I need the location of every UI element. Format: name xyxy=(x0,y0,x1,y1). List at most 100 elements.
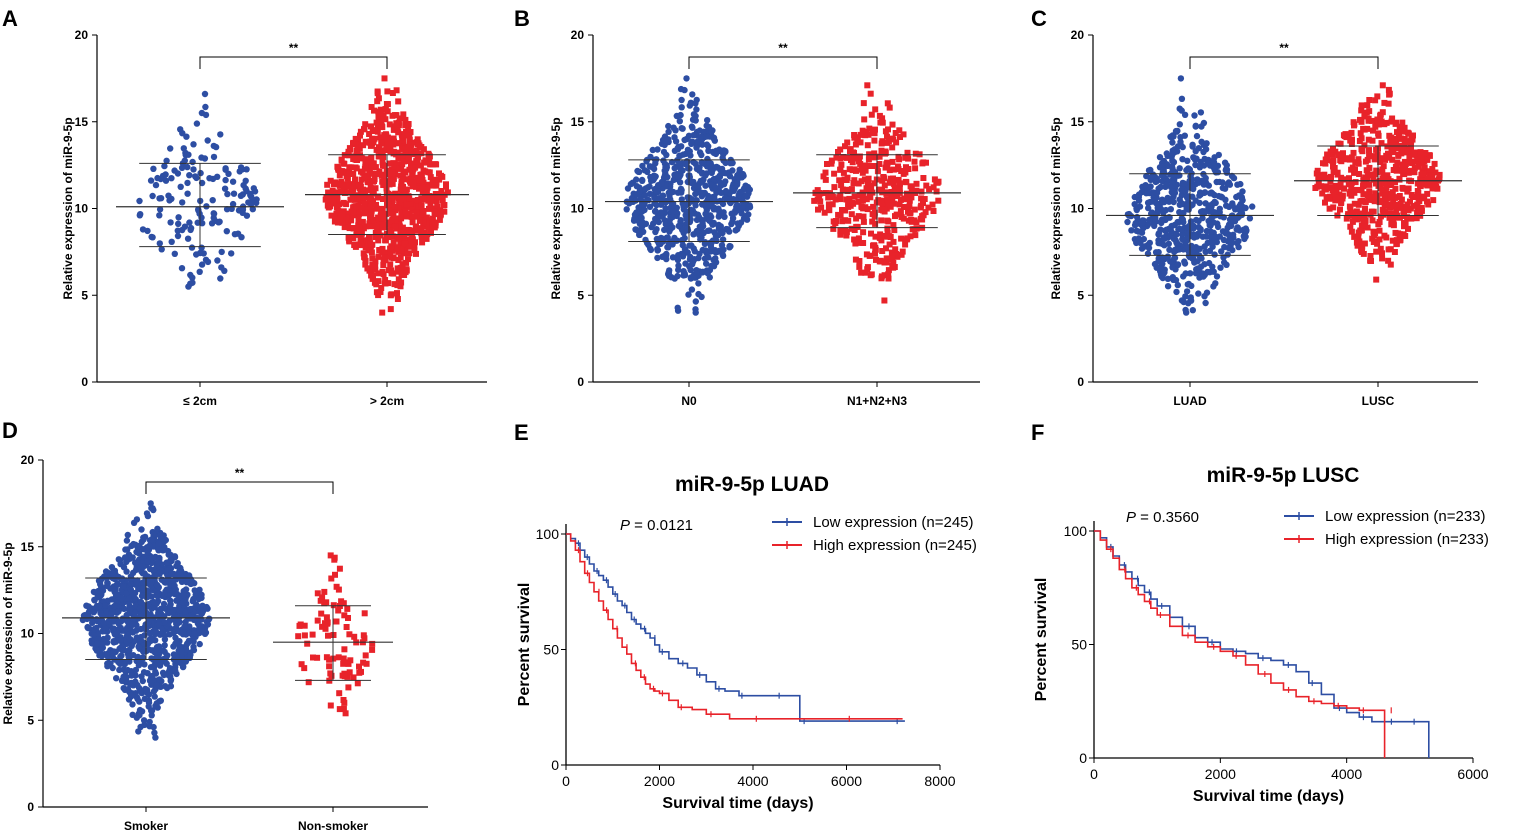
data-point xyxy=(865,156,872,163)
data-point xyxy=(1371,153,1378,160)
data-point xyxy=(828,192,835,199)
data-point xyxy=(908,194,915,201)
data-point xyxy=(1357,210,1363,217)
data-point xyxy=(1167,225,1174,232)
data-point xyxy=(669,213,676,220)
data-point xyxy=(131,609,139,617)
data-point xyxy=(214,257,221,264)
data-point xyxy=(399,224,406,231)
data-point xyxy=(341,646,348,653)
data-point xyxy=(336,182,343,189)
data-point xyxy=(1358,222,1365,229)
data-point xyxy=(143,640,150,647)
data-point xyxy=(857,160,864,167)
significance-bracket xyxy=(145,481,334,494)
y-axis-title: Relative expression of miR-9-5p xyxy=(1049,117,1063,299)
data-point xyxy=(108,564,116,571)
data-point xyxy=(163,157,170,164)
data-point xyxy=(109,625,117,632)
data-point xyxy=(314,617,321,624)
data-point xyxy=(125,653,132,661)
data-point xyxy=(844,154,850,161)
data-point xyxy=(129,629,136,636)
data-point xyxy=(707,203,714,210)
data-point xyxy=(368,154,375,161)
data-point xyxy=(192,173,199,180)
data-point xyxy=(1378,155,1385,162)
data-point xyxy=(1366,150,1373,157)
data-point xyxy=(155,540,162,547)
data-point xyxy=(1182,306,1189,314)
data-point xyxy=(360,142,367,149)
data-point xyxy=(679,125,686,132)
survival-curve-low xyxy=(566,533,905,722)
data-point xyxy=(918,195,925,202)
y-tick-label: 20 xyxy=(571,28,585,42)
data-point xyxy=(154,525,161,532)
data-point xyxy=(711,137,718,144)
data-point xyxy=(301,665,308,672)
data-point xyxy=(389,90,396,96)
data-point xyxy=(359,169,366,176)
data-point xyxy=(350,674,357,681)
data-point xyxy=(698,151,705,159)
data-point xyxy=(719,250,726,258)
data-point xyxy=(372,234,379,241)
data-point xyxy=(1366,147,1372,154)
data-point xyxy=(140,534,147,541)
data-point xyxy=(402,122,409,129)
data-point xyxy=(167,683,175,690)
data-point xyxy=(375,115,382,122)
data-point xyxy=(1324,151,1331,158)
data-point xyxy=(387,160,394,167)
data-point xyxy=(162,171,169,178)
data-point xyxy=(696,127,703,134)
data-point xyxy=(1338,158,1345,165)
data-point xyxy=(679,242,686,249)
data-point xyxy=(820,173,827,180)
data-point xyxy=(410,180,417,186)
data-point xyxy=(893,251,899,257)
data-point xyxy=(1379,255,1386,262)
data-point xyxy=(156,662,164,669)
data-point xyxy=(882,164,889,171)
data-point xyxy=(346,145,353,152)
data-point xyxy=(857,139,864,146)
data-point xyxy=(393,193,400,200)
data-point xyxy=(340,199,347,206)
data-point xyxy=(443,183,449,190)
data-point xyxy=(1411,149,1418,156)
legend-label: Low expression (n=245) xyxy=(813,514,974,531)
data-point xyxy=(854,134,861,141)
data-point xyxy=(137,687,144,694)
data-point xyxy=(379,210,386,217)
data-point xyxy=(695,213,703,221)
data-point xyxy=(187,651,194,659)
data-point xyxy=(1315,178,1322,185)
data-point xyxy=(848,225,855,232)
data-point xyxy=(130,569,137,576)
data-point xyxy=(93,647,101,654)
data-point xyxy=(636,188,643,195)
data-point xyxy=(332,179,339,186)
data-point xyxy=(410,227,417,234)
data-point xyxy=(385,280,392,287)
data-point xyxy=(877,258,884,265)
data-point xyxy=(1394,159,1401,166)
data-point xyxy=(379,309,386,316)
data-point xyxy=(161,619,168,626)
data-point xyxy=(189,279,196,286)
data-point xyxy=(1327,174,1334,180)
data-point xyxy=(339,672,346,679)
data-point xyxy=(1414,155,1421,162)
data-point xyxy=(390,141,397,148)
data-point xyxy=(190,166,197,173)
data-point xyxy=(342,710,349,717)
data-point xyxy=(413,250,419,257)
data-point xyxy=(1379,82,1386,89)
data-point xyxy=(871,242,878,249)
data-point xyxy=(154,174,161,182)
data-point xyxy=(368,249,375,256)
data-point xyxy=(138,526,145,533)
data-point xyxy=(1222,228,1230,235)
